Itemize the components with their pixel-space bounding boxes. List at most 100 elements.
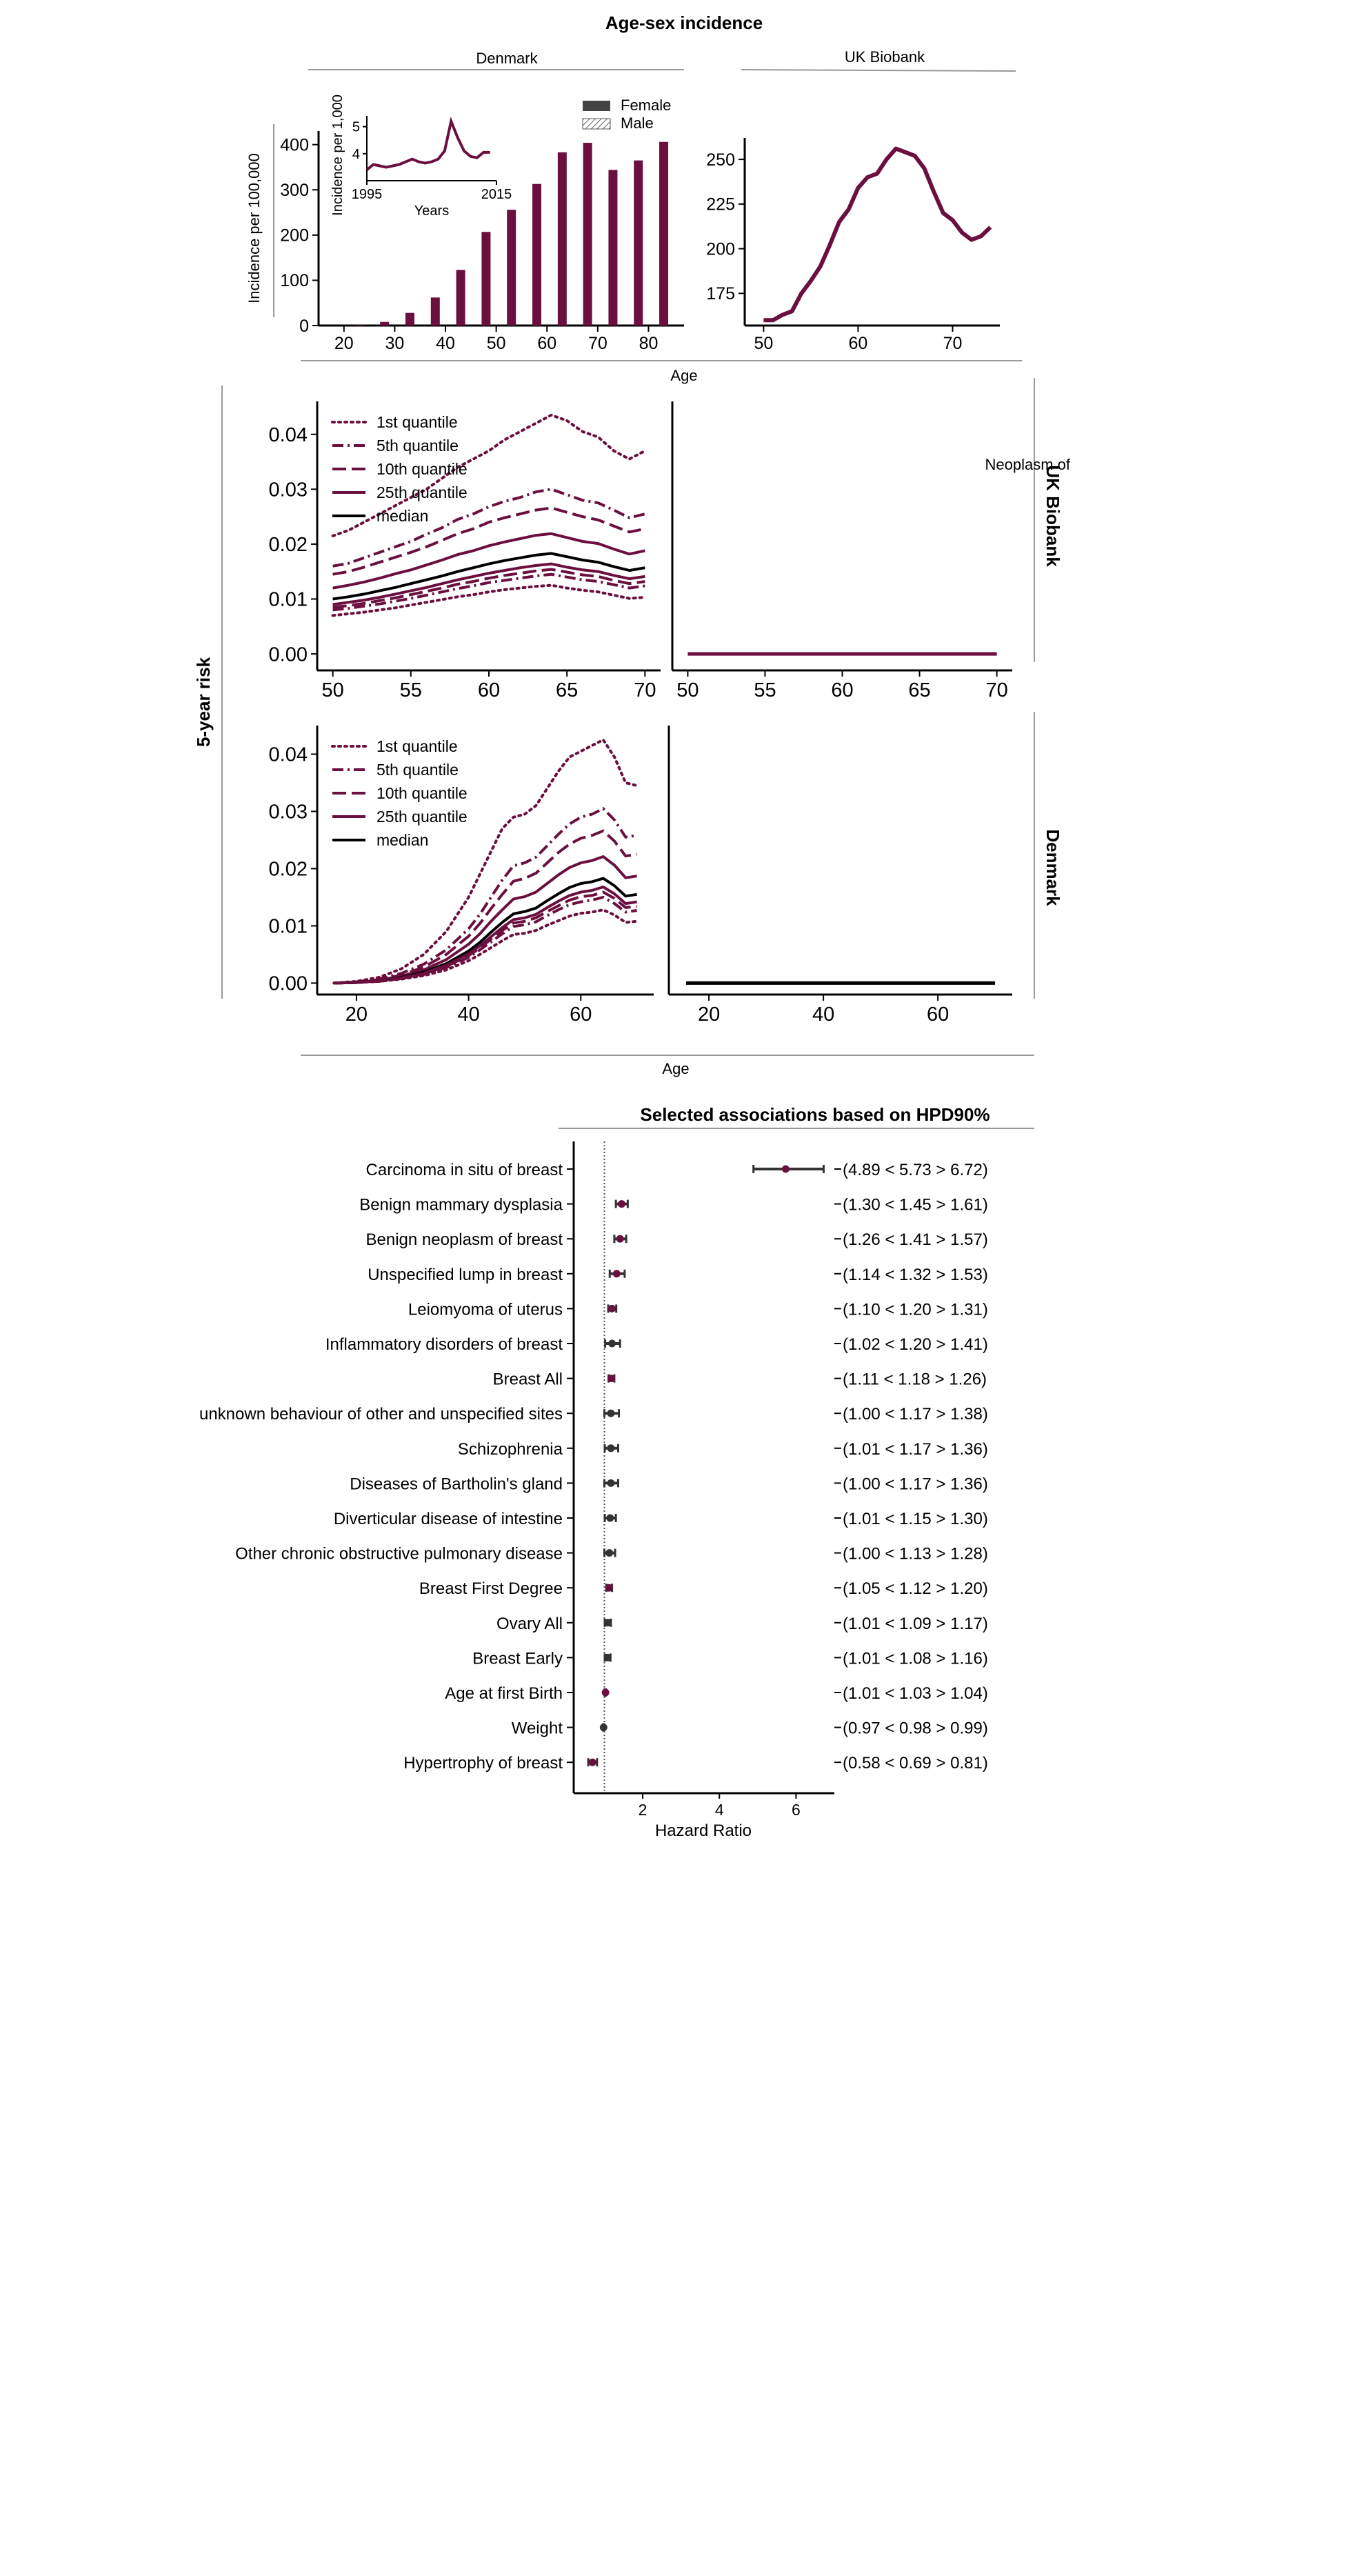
ukb-risk-f-series-line	[331, 413, 647, 537]
ukb-risk-f-series-line	[332, 506, 645, 576]
bar-female	[405, 312, 414, 326]
inset-x-tick-label: 2015	[481, 187, 512, 202]
forest-ci-text: (1.01 < 1.09 > 1.17)	[843, 1615, 988, 1633]
ukb-line-y-tick-label: 250	[706, 150, 735, 170]
denmark-incidence-chart: 20 30 40 50 60 70 80 0 100 200 300 400 Incidence per…	[245, 97, 684, 353]
ukb-risk-f-series-line	[332, 532, 645, 590]
dk-risk-m-x-tick-label: 60	[927, 1004, 949, 1026]
dk-bar-x-tick-label: 30	[385, 334, 405, 353]
forest-x-tick-label: 2	[639, 1801, 647, 1819]
ukb-header-rule	[741, 69, 1016, 72]
forest-row-label: Diseases of Bartholin's gland	[350, 1475, 563, 1493]
dk-risk-f-x-tick-label: 60	[570, 1004, 592, 1026]
bar-female	[456, 270, 465, 326]
age-label-top: Age	[670, 367, 697, 384]
forest-point	[608, 1304, 616, 1312]
forest-row-label: Breast First Degree	[419, 1579, 563, 1598]
dk-bar-x-tick-label: 40	[436, 334, 455, 353]
dk-risk-f-series-line	[334, 877, 637, 985]
ukb-risk-f-series-line	[332, 552, 645, 601]
forest-ci-text: (1.01 < 1.15 > 1.30)	[843, 1510, 988, 1528]
dk-risk-f-series-line	[334, 829, 637, 985]
ukb-risk-m-x-tick-label: 60	[831, 679, 853, 701]
forest-ci-text: (0.58 < 0.69 > 0.81)	[843, 1754, 988, 1773]
dk-risk-f-legend-label: 25th quantile	[376, 808, 468, 826]
ukb-line-y-tick-label: 225	[706, 195, 735, 214]
forest-point	[603, 1653, 612, 1661]
forest-xlabel: Hazard Ratio	[655, 1821, 752, 1840]
dk-bar-x-tick-label: 20	[334, 334, 354, 353]
forest-row-label: unknown behaviour of other and unspecifi…	[199, 1405, 563, 1424]
ukb-risk-f-series-line	[332, 568, 645, 609]
forest-ci-text: (0.97 < 0.98 > 0.99)	[843, 1719, 988, 1738]
bar-female	[354, 325, 364, 326]
ukb-risk-f-legend-label: 10th quantile	[376, 460, 468, 478]
dk-risk-f-legend-label: median	[376, 831, 428, 849]
dk-risk-f-series-line	[332, 738, 639, 985]
inset-x-tick-label: 1995	[352, 187, 383, 202]
dk-bar-x-tick-label: 60	[537, 334, 556, 353]
dk-risk-f-series-line	[334, 890, 637, 985]
ukb-risk-f-x-tick-label: 50	[322, 679, 344, 701]
hazard-forest-chart: 2 4 6 Hazard Ratio Carcinoma in situ of brea…	[199, 1141, 988, 1840]
ukb-line-x-tick-label: 70	[943, 334, 963, 353]
ukb-risk-f-series-line	[332, 572, 645, 612]
dk-bar-x-tick-label: 70	[588, 334, 607, 353]
ukb-line-y-tick-label: 200	[706, 239, 735, 259]
dk-risk-f-y-tick-label: 0.03	[269, 801, 308, 823]
forest-ci-text: (1.00 < 1.17 > 1.38)	[843, 1405, 988, 1424]
ukb-risk-label: UK Biobank	[1043, 465, 1063, 567]
bar-female	[380, 321, 390, 326]
inset-line	[365, 117, 490, 171]
forest-ci-text: (1.01 < 1.17 > 1.36)	[843, 1440, 988, 1459]
dk-risk-f-y-tick-label: 0.01	[269, 916, 308, 938]
denmark-header: Denmark	[476, 50, 538, 67]
bar-female	[481, 232, 491, 326]
ukb-risk-f-legend-label: median	[376, 507, 428, 525]
forest-ci-text: (1.30 < 1.45 > 1.61)	[843, 1196, 988, 1215]
forest-ci-text: (1.01 < 1.03 > 1.04)	[843, 1684, 988, 1703]
bar-female	[507, 210, 516, 326]
dk-risk-f-x-tick-label: 20	[345, 1004, 368, 1026]
dk-risk-f-series-line	[334, 895, 637, 985]
forest-ci-text: (1.00 < 1.13 > 1.28)	[843, 1545, 988, 1564]
forest-ci-text: (1.00 < 1.17 > 1.36)	[843, 1475, 988, 1493]
ukb-risk-f-y-tick-label: 0.02	[269, 534, 308, 556]
ukb-risk-f-series-line	[332, 562, 645, 606]
forest-ci-text: (1.10 < 1.20 > 1.31)	[843, 1300, 988, 1319]
ukb-risk-female-chart: 50 55 60 65 70 0.00 0.01 0.02 0.03 0.04 1st quanti…	[269, 401, 661, 701]
dk-risk-male-chart: 20 40 60	[667, 726, 1012, 1026]
legend-female-label: Female	[621, 97, 671, 114]
forest-point	[606, 1514, 614, 1522]
ukb-risk-male-chart: 50 55 60 65 70	[671, 401, 1012, 701]
inset-ylabel: Incidence per 1,000	[330, 94, 345, 216]
ukb-risk-f-x-tick-label: 60	[478, 679, 500, 701]
dk-risk-f-legend-label: 10th quantile	[376, 784, 468, 802]
dk-risk-label: Denmark	[1043, 829, 1063, 906]
bar-female	[583, 143, 592, 326]
ukb-risk-f-series-line	[331, 583, 647, 617]
forest-point	[601, 1688, 610, 1697]
inset-xlabel: Years	[414, 203, 449, 219]
legend-male-label: Male	[621, 114, 654, 132]
forest-point	[607, 1375, 615, 1383]
forest-point	[588, 1758, 596, 1766]
dk-risk-f-y-tick-label: 0.02	[269, 859, 308, 881]
dk-risk-m-x-tick-label: 20	[698, 1004, 720, 1026]
forest-x-tick-label: 4	[715, 1801, 724, 1819]
ukb-risk-m-x-tick-label: 50	[676, 679, 699, 701]
forest-row-label: Weight	[512, 1719, 563, 1738]
forest-point	[599, 1724, 607, 1732]
ukb-risk-f-x-tick-label: 55	[400, 679, 422, 701]
forest-point	[607, 1479, 615, 1487]
dk-bar-y-tick-label: 300	[280, 181, 309, 200]
bar-female	[634, 160, 643, 326]
dk-risk-f-series-line	[334, 855, 637, 985]
dk-bar-ylabel: Incidence per 100,000	[245, 153, 263, 303]
bar-female	[532, 183, 542, 326]
dk-risk-f-y-tick-label: 0.04	[269, 744, 308, 766]
forest-ci-text: (1.26 < 1.41 > 1.57)	[843, 1230, 988, 1249]
forest-point	[605, 1584, 613, 1592]
ukb-risk-f-y-tick-label: 0.01	[269, 589, 308, 611]
dk-risk-f-series-line	[332, 908, 639, 985]
